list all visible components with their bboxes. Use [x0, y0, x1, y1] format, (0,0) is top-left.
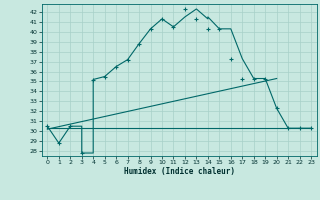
X-axis label: Humidex (Indice chaleur): Humidex (Indice chaleur): [124, 167, 235, 176]
